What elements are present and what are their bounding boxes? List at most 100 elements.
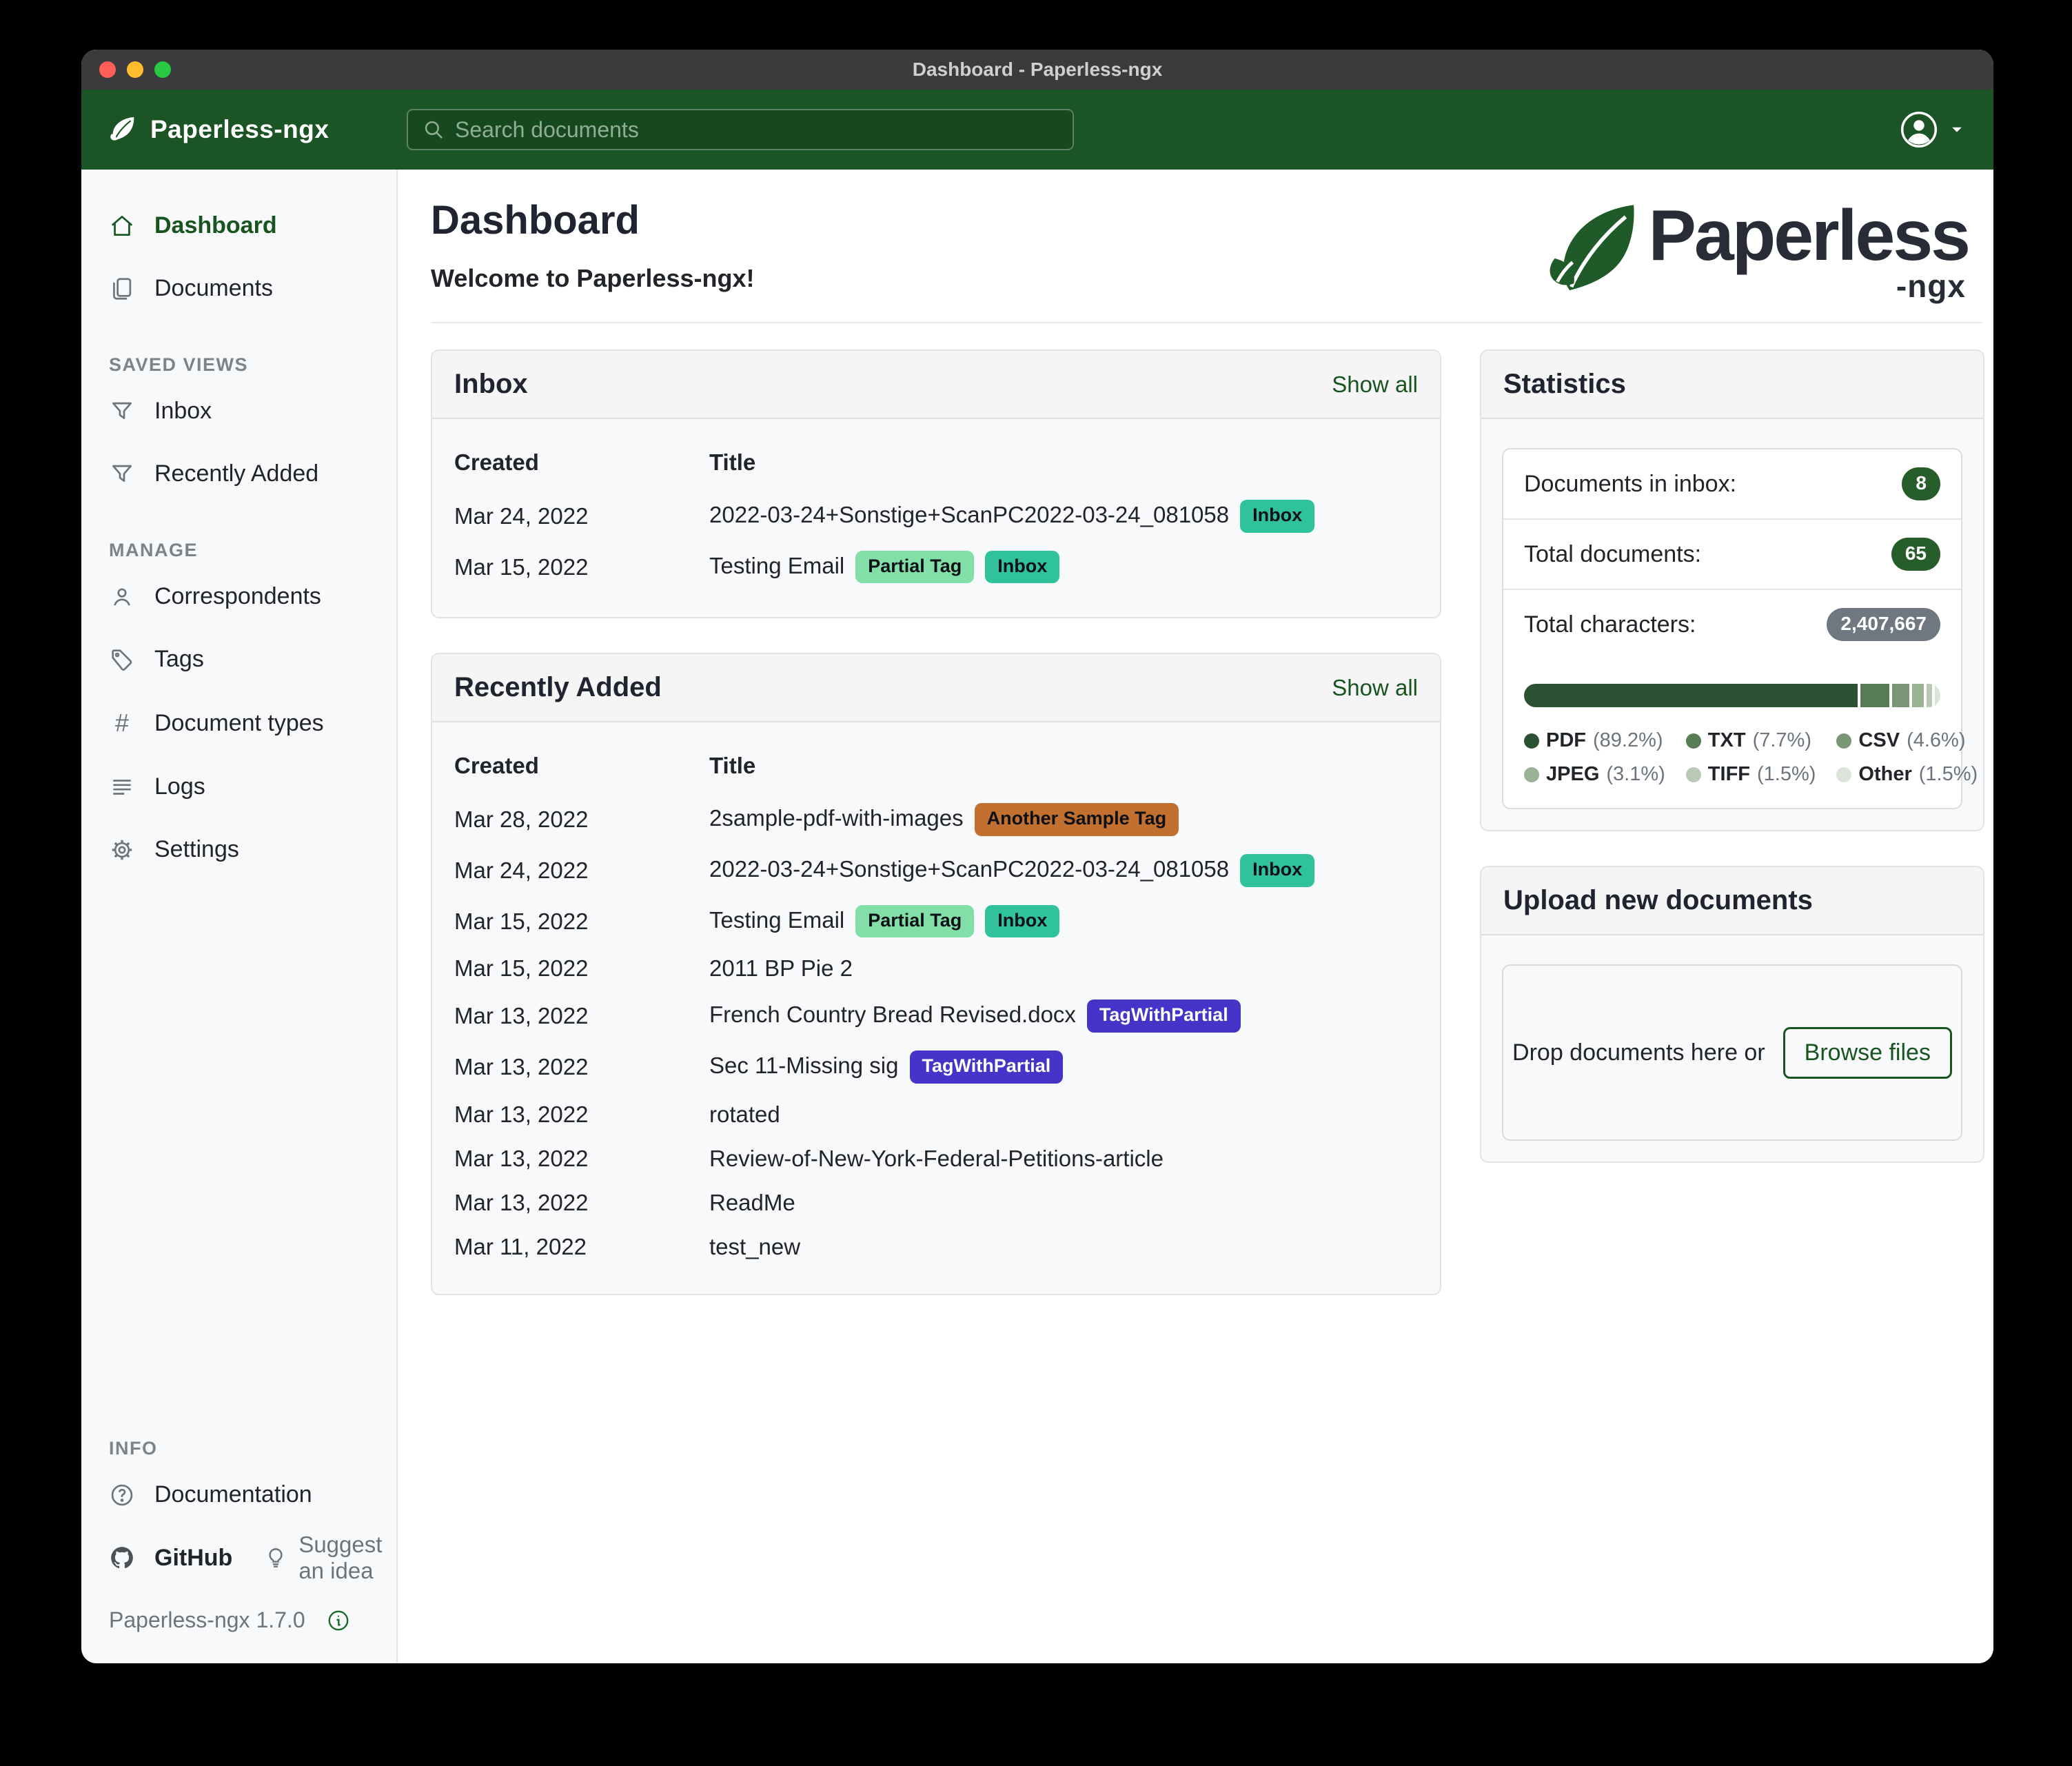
minimize-window-button[interactable] xyxy=(127,61,143,78)
paperless-logo: Paperless -ngx xyxy=(1541,200,1971,310)
suggest-idea-label: Suggest an idea xyxy=(298,1532,383,1583)
card-title: Upload new documents xyxy=(1503,885,1813,915)
sidebar-item-label: GitHub xyxy=(154,1544,233,1571)
document-row[interactable]: Mar 15, 2022 2011 BP Pie 2 xyxy=(454,946,1418,991)
file-type-segment xyxy=(1927,684,1933,707)
sidebar-item-inbox[interactable]: Inbox xyxy=(81,385,396,437)
sidebar-item-documents[interactable]: Documents xyxy=(81,263,396,314)
list-icon xyxy=(109,774,135,800)
legend-item: CSV (4.6%) xyxy=(1836,729,1978,752)
search-box[interactable] xyxy=(407,109,1074,150)
gear-icon xyxy=(109,837,135,863)
tag-badge[interactable]: Another Sample Tag xyxy=(974,803,1179,837)
close-window-button[interactable] xyxy=(99,61,116,78)
recently-added-card: Recently Added Show all Created Title xyxy=(431,653,1441,1295)
sidebar-section-heading: SAVED VIEWS xyxy=(109,354,249,375)
statistic-row: Total characters: 2,407,667 xyxy=(1503,590,1961,659)
sidebar-item-logs[interactable]: Logs xyxy=(81,761,396,813)
statistic-row: Total documents: 65 xyxy=(1503,520,1961,590)
legend-dot-icon xyxy=(1524,767,1539,782)
sidebar-item-settings[interactable]: Settings xyxy=(81,824,396,875)
statistics-list: Documents in inbox: 8 Total documents: 65 To… xyxy=(1502,448,1978,809)
document-row[interactable]: Mar 15, 2022 Testing Email Partial Tag Inbo… xyxy=(454,896,1418,947)
search-input[interactable] xyxy=(455,116,1059,143)
document-row[interactable]: Mar 13, 2022 Review-of-New-York-Federal-P… xyxy=(454,1137,1418,1181)
user-menu[interactable] xyxy=(1900,110,1969,149)
legend-percentage: (3.1%) xyxy=(1606,763,1665,785)
legend-dot-icon xyxy=(1524,733,1539,749)
sidebar-item-suggest-idea[interactable]: Suggest an idea xyxy=(264,1532,396,1584)
user-avatar-icon xyxy=(1900,110,1938,149)
app-version: Paperless-ngx 1.7.0 xyxy=(109,1607,305,1632)
zoom-window-button[interactable] xyxy=(154,61,171,78)
sidebar-item-correspondents[interactable]: Correspondents xyxy=(81,571,396,622)
sidebar-section-heading: MANAGE xyxy=(109,540,198,560)
documents-table: Created Title Mar 28, 2022 2sample-pdf-wi… xyxy=(454,733,1418,1268)
document-row[interactable]: Mar 13, 2022 Sec 11-Missing sig TagWithPar… xyxy=(454,1042,1418,1093)
sidebar-item-dashboard[interactable]: Dashboard xyxy=(81,200,396,252)
sidebar-item-github[interactable]: GitHub xyxy=(81,1532,246,1584)
sidebar-item-tags[interactable]: Tags xyxy=(81,633,396,685)
brand[interactable]: Paperless-ngx xyxy=(106,114,407,145)
person-icon xyxy=(109,584,135,610)
tag-badge[interactable]: Inbox xyxy=(985,904,1060,938)
tag-badge[interactable]: Inbox xyxy=(1240,500,1315,533)
file-type-segment xyxy=(1892,684,1910,707)
document-row[interactable]: Mar 13, 2022 rotated xyxy=(454,1093,1418,1137)
document-created: Mar 13, 2022 xyxy=(454,1189,589,1215)
statistic-value-badge: 2,407,667 xyxy=(1827,608,1940,641)
legend-item: PDF (89.2%) xyxy=(1524,729,1665,752)
legend-item: Other (1.5%) xyxy=(1836,763,1978,786)
legend-name: JPEG xyxy=(1546,763,1600,785)
statistic-value-badge: 8 xyxy=(1902,467,1940,500)
sidebar-item-documentation[interactable]: Documentation xyxy=(81,1469,396,1521)
sidebar-item-label: Documentation xyxy=(154,1481,312,1508)
document-row[interactable]: Mar 28, 2022 2sample-pdf-with-images Anoth… xyxy=(454,794,1418,845)
tag-badge[interactable]: Inbox xyxy=(985,550,1060,584)
tag-badge[interactable]: TagWithPartial xyxy=(909,1051,1064,1084)
document-row[interactable]: Mar 24, 2022 2022-03-24+Sonstige+ScanPC20… xyxy=(454,491,1418,542)
sidebar-item-document-types[interactable]: # Document types xyxy=(81,696,396,750)
tag-badge[interactable]: TagWithPartial xyxy=(1086,999,1241,1033)
legend-dot-icon xyxy=(1836,733,1852,749)
sidebar-item-label: Inbox xyxy=(154,398,212,424)
tag-badge[interactable]: Partial Tag xyxy=(855,904,975,938)
legend-name: TXT xyxy=(1707,729,1746,751)
column-header-title: Title xyxy=(709,449,756,475)
card-title: Inbox xyxy=(454,369,528,399)
legend-name: Other xyxy=(1858,763,1912,785)
window-title: Dashboard - Paperless-ngx xyxy=(912,59,1163,80)
upload-card: Upload new documents Drop documents here… xyxy=(1480,866,1984,1163)
legend-name: PDF xyxy=(1546,729,1586,751)
document-row[interactable]: Mar 15, 2022 Testing Email Partial Tag Inbo… xyxy=(454,542,1418,593)
tag-icon xyxy=(109,647,135,673)
info-circle-icon[interactable] xyxy=(326,1608,351,1633)
sidebar-item-label: Tags xyxy=(154,646,204,672)
document-title: 2sample-pdf-with-images xyxy=(709,805,964,831)
document-row[interactable]: Mar 11, 2022 test_new xyxy=(454,1225,1418,1269)
document-row[interactable]: Mar 24, 2022 2022-03-24+Sonstige+ScanPC20… xyxy=(454,845,1418,896)
legend-dot-icon xyxy=(1836,767,1852,782)
upload-dropzone[interactable]: Drop documents here or Browse files xyxy=(1502,964,1962,1141)
document-row[interactable]: Mar 13, 2022 ReadMe xyxy=(454,1181,1418,1225)
document-row[interactable]: Mar 13, 2022 French Country Bread Revised… xyxy=(454,991,1418,1042)
hash-icon: # xyxy=(114,709,130,737)
file-type-segment xyxy=(1860,684,1890,707)
statistics-card: Statistics Documents in inbox: 8 Total doc… xyxy=(1480,349,1984,831)
sidebar-item-label: Dashboard xyxy=(154,212,277,238)
browse-files-button[interactable]: Browse files xyxy=(1782,1026,1952,1079)
document-created: Mar 13, 2022 xyxy=(454,1145,589,1171)
sidebar-item-label: Correspondents xyxy=(154,583,321,609)
search-icon xyxy=(422,118,445,141)
dropzone-text: Drop documents here or xyxy=(1512,1039,1765,1066)
sidebar-item-recently-added[interactable]: Recently Added xyxy=(81,448,396,500)
show-all-link[interactable]: Show all xyxy=(1332,674,1418,700)
tag-badge[interactable]: Inbox xyxy=(1240,854,1315,887)
show-all-link[interactable]: Show all xyxy=(1332,371,1418,397)
document-title: ReadMe xyxy=(709,1189,795,1215)
document-created: Mar 13, 2022 xyxy=(454,1053,589,1079)
sidebar-item-label: Documents xyxy=(154,275,273,301)
brand-name: Paperless-ngx xyxy=(150,115,329,143)
tag-badge[interactable]: Partial Tag xyxy=(855,550,975,584)
document-title: 2011 BP Pie 2 xyxy=(709,955,853,982)
